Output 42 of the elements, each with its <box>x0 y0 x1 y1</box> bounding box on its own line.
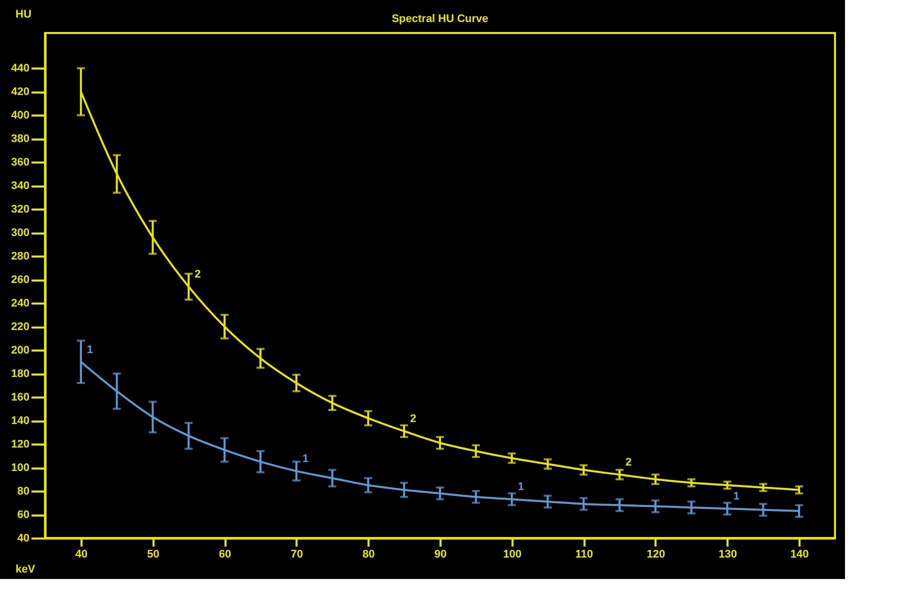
x-tick-label: 100 <box>503 548 522 560</box>
x-tick-label: 140 <box>790 548 809 560</box>
y-tick-label: 180 <box>11 368 30 380</box>
chart-title: Spectral HU Curve <box>392 13 488 25</box>
annotation: 1 <box>86 344 94 356</box>
x-tick-label: 40 <box>75 548 88 560</box>
y-tick-label: 420 <box>11 86 30 98</box>
annotation: 2 <box>194 268 201 281</box>
y-tick-label: 300 <box>11 227 30 240</box>
y-tick-label: 360 <box>11 156 30 169</box>
y-tick-label: 280 <box>11 250 30 263</box>
y-tick-label: 80 <box>17 486 30 498</box>
x-tick-label: 80 <box>362 548 375 560</box>
y-tick-label: 320 <box>11 204 30 216</box>
y-axis-title: HU <box>16 8 32 20</box>
y-tick-label: 60 <box>17 509 30 522</box>
y-tick-label: 340 <box>11 180 30 192</box>
x-tick-label: 70 <box>290 548 303 560</box>
x-tick-label: 130 <box>718 548 737 560</box>
y-tick-label: 400 <box>11 110 30 122</box>
y-tick-label: 260 <box>11 274 30 286</box>
y-tick-label: 440 <box>11 62 30 75</box>
x-tick-label: 110 <box>575 548 594 560</box>
x-tick-label: 60 <box>218 548 232 560</box>
annotation: 1 <box>518 481 524 494</box>
y-tick-label: 40 <box>17 532 30 544</box>
y-tick-label: 140 <box>11 415 30 428</box>
annotation: 2 <box>410 413 416 426</box>
y-tick-label: 220 <box>11 321 30 334</box>
y-tick-label: 380 <box>11 133 30 146</box>
x-tick-label: 120 <box>646 548 666 560</box>
y-tick-label: 100 <box>11 462 30 474</box>
annotation: 2 <box>626 456 632 469</box>
y-tick-label: 160 <box>11 392 30 404</box>
y-tick-label: 120 <box>11 438 30 451</box>
x-tick-label: 90 <box>434 548 447 560</box>
x-axis-title: keV <box>16 564 36 576</box>
x-tick-label: 50 <box>147 548 160 560</box>
y-tick-label: 240 <box>11 298 30 310</box>
annotation: 1 <box>302 453 308 466</box>
y-tick-label: 200 <box>11 344 30 357</box>
annotation: 1 <box>733 490 740 503</box>
